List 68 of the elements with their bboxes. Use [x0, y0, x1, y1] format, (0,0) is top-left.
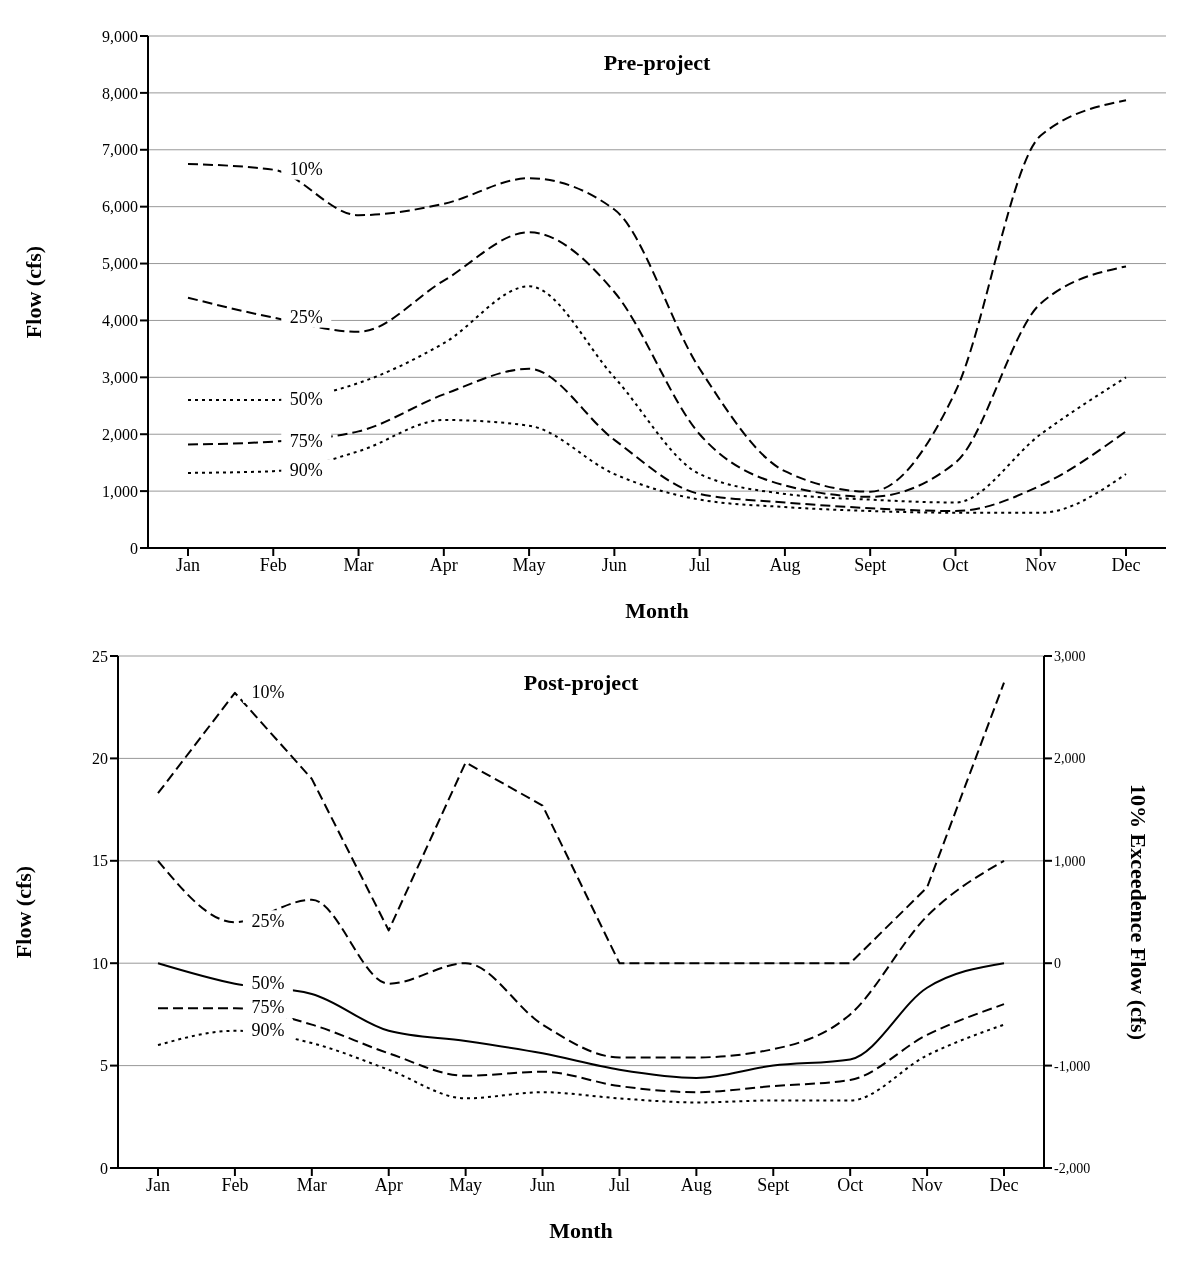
x-tick-label: Apr [374, 1174, 403, 1195]
y-tick-label: 0 [130, 539, 138, 557]
y2-axis-title: 10% Exceedence Flow (cfs) [1126, 784, 1152, 1040]
series-label: 50% [251, 972, 285, 993]
x-tick-label: May [512, 554, 546, 575]
y-axis-title: Flow (cfs) [20, 245, 46, 339]
y2-tick-label: 1,000 [1054, 853, 1086, 869]
x-tick-label: Mar [343, 554, 374, 575]
x-tick-label: Jul [689, 554, 711, 575]
y2-tick-label: 3,000 [1054, 648, 1086, 664]
x-tick-label: Dec [989, 1174, 1019, 1195]
x-tick-label: Mar [296, 1174, 327, 1195]
x-tick-label: Dec [1111, 554, 1141, 575]
x-tick-label: Aug [680, 1174, 712, 1195]
x-tick-label: May [449, 1174, 483, 1195]
y-tick-label: 5,000 [102, 255, 138, 273]
y-tick-label: 15 [92, 852, 108, 870]
series-label: 25% [251, 911, 285, 932]
y-tick-label: 1,000 [102, 482, 138, 500]
y-tick-label: 5 [100, 1057, 108, 1075]
x-tick-label: Jul [608, 1174, 630, 1195]
x-tick-label: Oct [942, 554, 969, 575]
series-label: 50% [289, 389, 323, 410]
y-tick-label: 7,000 [102, 141, 138, 159]
series-label: 10% [289, 158, 323, 179]
x-tick-label: Oct [837, 1174, 864, 1195]
line-series [187, 367, 1127, 513]
series-label: 90% [251, 1019, 285, 1040]
y-tick-label: 25 [92, 647, 108, 665]
x-tick-label: Sept [854, 554, 887, 575]
y-tick-label: 2,000 [102, 425, 138, 443]
text: Pre-project [602, 50, 712, 76]
x-tick-label: Sept [757, 1174, 790, 1195]
y2-tick-label: -1,000 [1054, 1058, 1091, 1074]
x-tick-label: Feb [221, 1174, 249, 1195]
x-axis-title: Month [549, 1218, 613, 1243]
y2-tick-label: 2,000 [1054, 751, 1086, 767]
series-label: 75% [289, 430, 323, 451]
y-tick-label: 20 [92, 750, 108, 768]
series-label: 75% [251, 997, 285, 1018]
line-series [157, 1023, 1005, 1104]
text: Post-project [523, 670, 639, 695]
y-tick-label: 3,000 [102, 369, 138, 387]
x-tick-label: Feb [259, 554, 287, 575]
y-tick-label: 4,000 [102, 312, 138, 330]
series-label: 25% [289, 306, 323, 327]
series-label: 10% [251, 681, 285, 702]
line-series [157, 962, 1005, 1079]
y-axis-title: Flow (cfs) [10, 865, 36, 959]
y2-tick-label: 0 [1054, 956, 1061, 972]
y2-tick-label: -2,000 [1054, 1160, 1091, 1176]
line-series [157, 859, 1005, 1059]
x-tick-label: Apr [429, 554, 458, 575]
x-tick-label: Aug [769, 554, 801, 575]
x-tick-label: Jun [530, 1174, 556, 1195]
x-tick-label: Nov [1025, 554, 1057, 575]
y-tick-label: 10 [92, 954, 108, 972]
x-tick-label: Nov [911, 1174, 943, 1195]
y-tick-label: 6,000 [102, 198, 138, 216]
series-label: 90% [289, 460, 323, 481]
x-tick-label: Jan [146, 1174, 170, 1195]
line-series [187, 99, 1127, 493]
x-tick-label: Jun [601, 554, 627, 575]
x-axis-title: Month [625, 598, 689, 623]
y-tick-label: 9,000 [102, 27, 138, 45]
y-tick-label: 0 [100, 1159, 108, 1177]
x-tick-label: Jan [176, 554, 200, 575]
y-tick-label: 8,000 [102, 84, 138, 102]
